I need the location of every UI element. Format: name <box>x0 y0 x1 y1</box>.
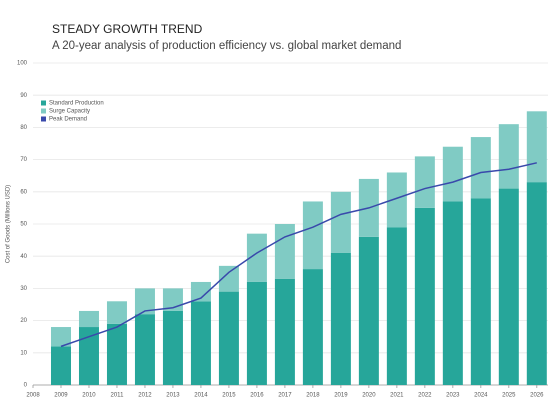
bar <box>162 310 183 385</box>
bar <box>386 227 407 385</box>
bar <box>442 201 463 385</box>
y-tick-label: 10 <box>20 350 27 356</box>
bar <box>498 124 519 189</box>
x-tick-label: 2010 <box>82 393 96 399</box>
x-tick-label: 2014 <box>194 393 208 399</box>
x-tick-label: 2017 <box>278 393 292 399</box>
y-axis-label: Cost of Goods (Millions USD) <box>6 185 12 263</box>
y-tick-label: 20 <box>20 318 27 324</box>
bar <box>246 281 267 385</box>
x-tick-label: 2025 <box>502 393 516 399</box>
bar <box>498 188 519 385</box>
legend-label: Peak Demand <box>49 117 87 123</box>
bar <box>526 182 547 385</box>
y-tick-label: 60 <box>20 189 27 195</box>
x-tick-label: 2021 <box>390 393 404 399</box>
bar <box>274 224 295 279</box>
y-tick-label: 40 <box>20 254 27 260</box>
x-tick-label: 2026 <box>530 393 544 399</box>
bar <box>470 198 491 385</box>
bar <box>218 265 239 292</box>
bar <box>134 314 155 385</box>
y-tick-label: 0 <box>24 383 28 389</box>
legend-swatch <box>41 100 46 106</box>
bar <box>274 278 295 385</box>
bar <box>50 327 71 347</box>
x-tick-label: 2011 <box>111 393 125 399</box>
y-tick-label: 50 <box>20 222 27 228</box>
x-tick-label: 2015 <box>222 393 236 399</box>
x-tick-label: 2019 <box>334 393 348 399</box>
bar <box>190 301 211 385</box>
bar <box>190 281 211 302</box>
bar <box>246 233 267 282</box>
bar <box>106 323 127 385</box>
x-tick-label: 2009 <box>54 393 68 399</box>
chart-title: STEADY GROWTH TREND <box>52 22 203 36</box>
bar <box>358 236 379 385</box>
bar <box>330 252 351 385</box>
bar <box>330 191 351 253</box>
bar <box>302 269 323 385</box>
x-tick-label: 2013 <box>166 393 180 399</box>
y-tick-label: 90 <box>20 93 27 99</box>
line <box>60 162 537 348</box>
chart-subtitle: A 20-year analysis of production efficie… <box>52 40 401 52</box>
x-tick-label: 2018 <box>306 393 320 399</box>
x-tick-label: 2022 <box>418 393 432 399</box>
bar <box>442 146 463 202</box>
legend-label: Surge Capacity <box>49 109 90 115</box>
bar <box>302 201 323 270</box>
bar <box>386 172 407 228</box>
legend-swatch <box>41 108 46 114</box>
x-tick-label: 2024 <box>474 393 488 399</box>
legend-swatch <box>41 116 46 122</box>
bar <box>134 288 155 315</box>
legend-label: Standard Production <box>49 101 104 107</box>
y-tick-label: 80 <box>20 125 27 131</box>
bar <box>50 346 71 385</box>
x-tick-label: 2012 <box>138 393 152 399</box>
bar <box>470 137 491 199</box>
bar <box>78 327 99 385</box>
bar <box>106 301 127 324</box>
y-tick-label: 100 <box>17 61 28 67</box>
x-tick-label: 2020 <box>362 393 376 399</box>
bar <box>414 156 435 208</box>
bar <box>526 111 547 183</box>
bar <box>414 207 435 385</box>
bar <box>218 291 239 385</box>
x-tick-label: 2023 <box>446 393 460 399</box>
bar <box>78 310 99 328</box>
y-tick-label: 30 <box>20 286 27 292</box>
x-tick-label: 2008 <box>26 393 40 399</box>
y-tick-label: 70 <box>20 157 27 163</box>
x-tick-label: 2016 <box>250 393 264 399</box>
